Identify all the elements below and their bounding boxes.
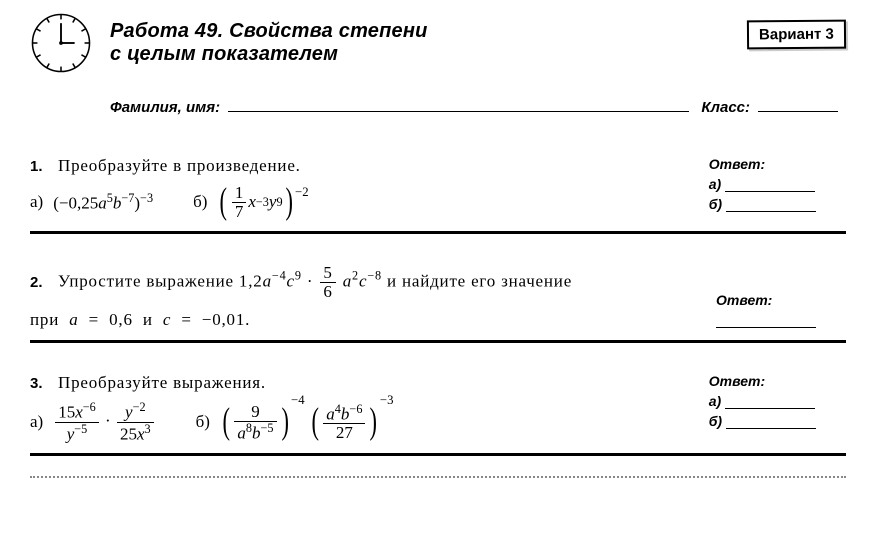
problem-3: 3. Преобразуйте выражения. Ответ: а) б) …	[30, 373, 846, 456]
p3b-label: б)	[196, 412, 210, 432]
ans-a-blank[interactable]	[725, 178, 815, 192]
p2-text-post: и найдите его значение	[387, 271, 572, 290]
problem-3-task: Преобразуйте выражения.	[58, 373, 266, 393]
answer-label: Ответ:	[709, 373, 816, 389]
problem-1-task: Преобразуйте в произведение.	[58, 156, 301, 176]
variant-box: Вариант 3	[747, 20, 846, 50]
class-label: Класс:	[701, 99, 750, 116]
p1b-label: б)	[193, 192, 207, 212]
ans-a-blank[interactable]	[725, 396, 815, 410]
p1b-expression: ( 17 x−3y9 )	[217, 184, 295, 221]
p3a-label: а)	[30, 412, 43, 432]
ans-a-label: а)	[709, 176, 721, 192]
problem-2: 2. Упростите выражение 1,2a−4c9 · 56 a2c…	[30, 264, 846, 344]
worksheet-header: Работа 49. Свойства степени с целым пока…	[30, 12, 846, 74]
p1a-expression: (−0,25a5b−7)−3	[53, 191, 153, 214]
surname-label: Фамилия, имя:	[110, 99, 220, 116]
p3a-expression: 15x−6y−5 · y−225x3	[53, 401, 155, 443]
ans-b-blank[interactable]	[726, 198, 816, 212]
problem-1-number: 1.	[30, 158, 58, 175]
problem-3a: а) 15x−6y−5 · y−225x3	[30, 401, 156, 443]
ans-blank[interactable]	[716, 314, 816, 328]
surname-blank[interactable]	[228, 96, 689, 112]
page-footer-divider	[30, 476, 846, 478]
class-blank[interactable]	[758, 96, 838, 112]
problem-3-number: 3.	[30, 375, 58, 392]
problem-2-answer: Ответ:	[716, 292, 816, 328]
problem-2-number: 2.	[30, 274, 58, 291]
problem-1-answer: Ответ: а) б)	[709, 156, 816, 212]
title-line-2: с целым показателем	[110, 43, 428, 66]
problem-3b: б) ( 9a8b−5 ) −4 ( a4b−627 ) −3	[196, 403, 394, 442]
p3b-expression: ( 9a8b−5 ) −4 ( a4b−627 ) −3	[220, 403, 394, 442]
problem-1a: а) (−0,25a5b−7)−3	[30, 191, 153, 214]
problem-1: 1. Преобразуйте в произведение. Ответ: а…	[30, 156, 846, 234]
p1a-label: а)	[30, 192, 43, 212]
ans-a-label: а)	[709, 393, 721, 409]
problem-3-answer: Ответ: а) б)	[709, 373, 816, 429]
answer-label: Ответ:	[709, 156, 816, 172]
clock-icon	[30, 12, 92, 74]
problem-2-task: Упростите выражение 1,2a−4c9 · 56 a2c−8 …	[58, 264, 572, 301]
worksheet-title: Работа 49. Свойства степени с целым пока…	[110, 20, 428, 66]
divider	[30, 231, 846, 234]
ans-b-label: б)	[709, 413, 722, 429]
problem-1b: б) ( 17 x−3y9 ) −2	[193, 184, 309, 221]
title-line-1: Работа 49. Свойства степени	[110, 20, 428, 43]
answer-label: Ответ:	[716, 292, 816, 308]
ans-b-label: б)	[709, 196, 722, 212]
ans-b-blank[interactable]	[726, 416, 816, 430]
p2-text-pre: Упростите выражение	[58, 271, 239, 290]
divider	[30, 453, 846, 456]
name-class-row: Фамилия, имя: Класс:	[110, 96, 846, 116]
divider	[30, 340, 846, 343]
